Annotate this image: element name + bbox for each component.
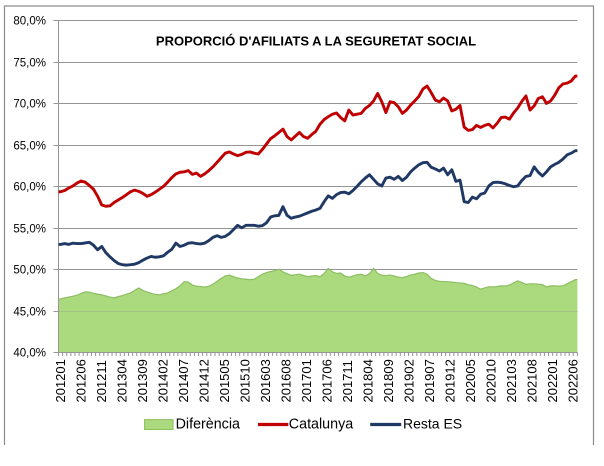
svg-text:201211: 201211	[94, 360, 109, 402]
svg-text:75,0%: 75,0%	[13, 58, 46, 70]
svg-text:50,0%: 50,0%	[13, 265, 46, 277]
svg-text:201201: 201201	[53, 359, 68, 402]
svg-text:60,0%: 60,0%	[13, 182, 46, 194]
svg-text:201907: 201907	[422, 359, 437, 402]
svg-text:Catalunya: Catalunya	[289, 417, 353, 433]
svg-text:45,0%: 45,0%	[13, 307, 46, 319]
svg-text:201407: 201407	[176, 359, 191, 402]
svg-text:202206: 202206	[566, 359, 581, 402]
svg-text:201603: 201603	[258, 359, 273, 402]
svg-text:202005: 202005	[463, 359, 478, 402]
svg-text:202201: 202201	[545, 359, 560, 402]
svg-text:Diferència: Diferència	[176, 417, 240, 433]
svg-text:202010: 202010	[484, 359, 499, 402]
svg-text:201809: 201809	[381, 359, 396, 402]
svg-text:201402: 201402	[156, 359, 171, 402]
svg-text:201608: 201608	[279, 359, 294, 402]
svg-text:202103: 202103	[504, 359, 519, 402]
svg-text:201701: 201701	[299, 359, 314, 402]
svg-text:Resta ES: Resta ES	[403, 416, 462, 432]
svg-text:201304: 201304	[115, 359, 130, 402]
svg-text:55,0%: 55,0%	[13, 224, 46, 236]
svg-text:202108: 202108	[525, 359, 540, 402]
svg-text:65,0%: 65,0%	[13, 141, 46, 153]
svg-text:201412: 201412	[197, 359, 212, 402]
svg-text:PROPORCIÓ D'AFILIATS A LA SEGU: PROPORCIÓ D'AFILIATS A LA SEGURETAT SOCI…	[156, 34, 476, 49]
svg-text:201711: 201711	[340, 360, 355, 402]
svg-text:201706: 201706	[320, 359, 335, 402]
svg-text:201912: 201912	[443, 359, 458, 402]
svg-text:70,0%: 70,0%	[13, 99, 46, 111]
svg-text:201902: 201902	[402, 359, 417, 402]
svg-text:80,0%: 80,0%	[13, 16, 46, 28]
svg-text:201804: 201804	[361, 359, 376, 402]
svg-text:201309: 201309	[135, 359, 150, 402]
svg-text:201505: 201505	[217, 359, 232, 402]
svg-text:40,0%: 40,0%	[13, 348, 46, 360]
svg-text:201510: 201510	[238, 359, 253, 402]
svg-text:201206: 201206	[74, 359, 89, 402]
